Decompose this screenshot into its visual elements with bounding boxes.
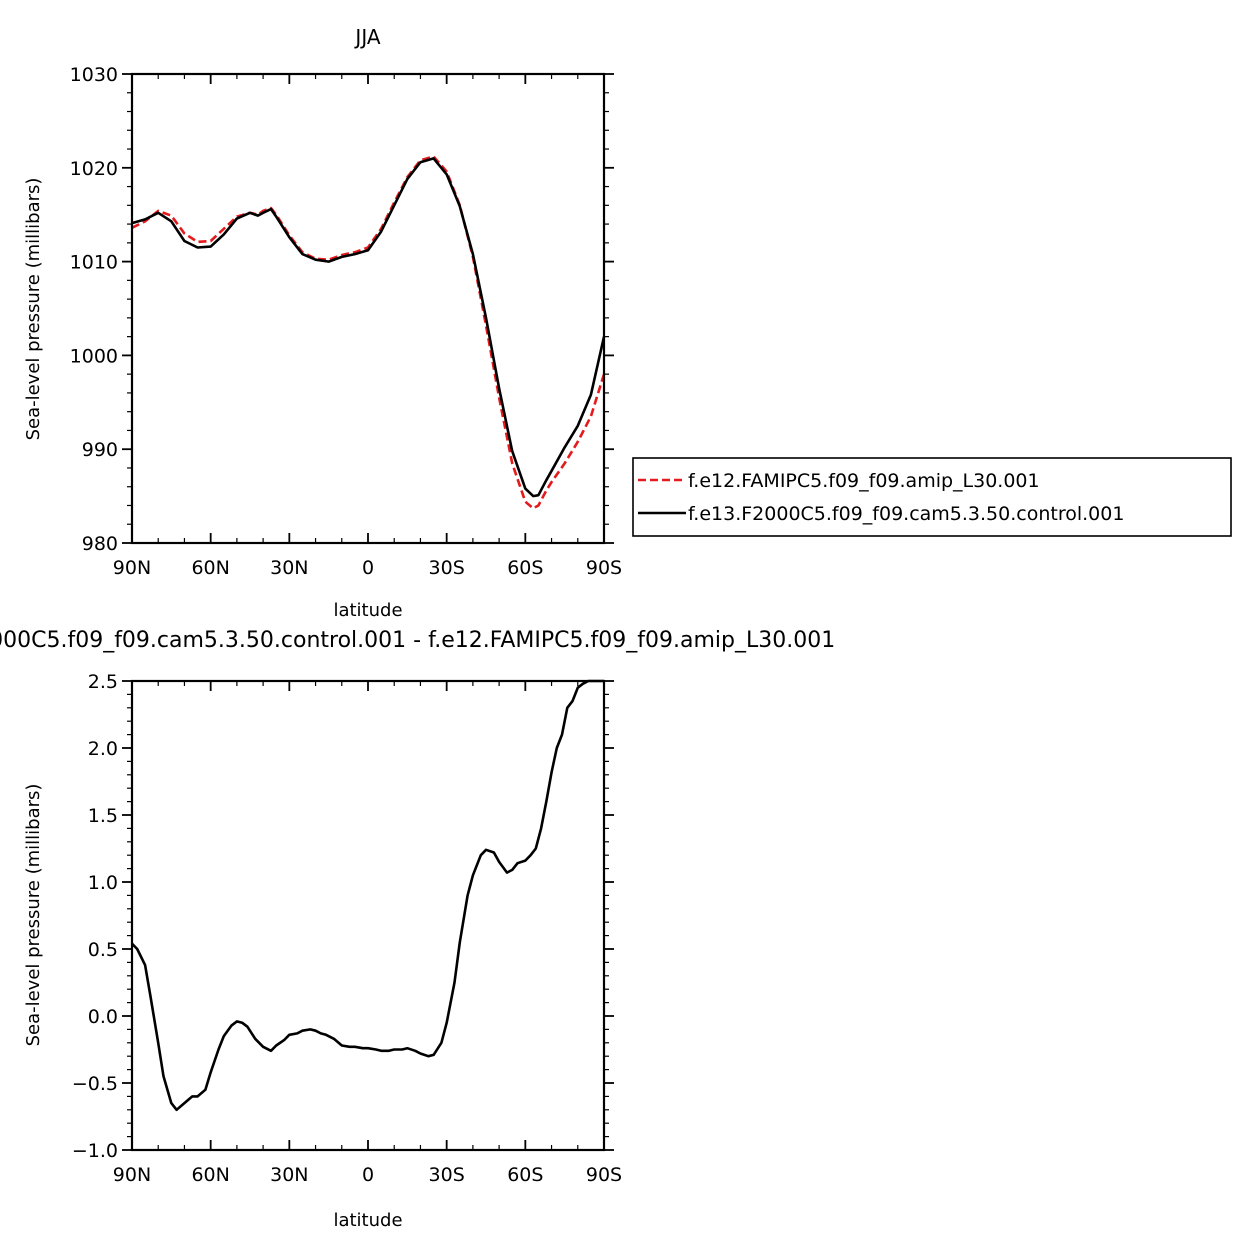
- top-x-tick-label: 60N: [191, 557, 229, 579]
- top-series-line-1: [131, 157, 606, 498]
- top-x-tick-label: 90S: [586, 557, 622, 579]
- top-x-tick-label: 90N: [113, 557, 151, 579]
- top-x-tick-label: 30S: [429, 557, 465, 579]
- bottom-plot-area: 90N 60N 30N 0 30S 60S 90S −1.0 −0.5 0.0 0.5 1.0 1.5 2…: [72, 671, 622, 1186]
- bottom-y-tick-label: 0.5: [88, 939, 118, 961]
- legend: f.e12.FAMIPC5.f09_f09.amip_L30.001 f.e13…: [632, 457, 1232, 537]
- bottom-x-tick-label: 30N: [270, 1164, 308, 1186]
- top-x-tick-label: 0: [362, 557, 374, 579]
- bottom-chart-title: f.e13.F2000C5.f09_f09.cam5.3.50.control.…: [0, 628, 835, 653]
- bottom-x-tick-label: 90N: [113, 1164, 151, 1186]
- top-plot-area: 90N 60N 30N 0 30S 60S 90S 980 990 1000 1010 1020 103…: [70, 64, 622, 579]
- bottom-x-axis-label: latitude: [333, 1210, 402, 1231]
- top-plot-frame: [130, 72, 606, 545]
- bottom-x-tick-label: 60N: [191, 1164, 229, 1186]
- panel-bottom: f.e13.F2000C5.f09_f09.cam5.3.50.control.…: [0, 628, 835, 1231]
- bottom-y-tick-label: 1.0: [88, 872, 118, 894]
- top-chart-title: JJA: [353, 25, 380, 49]
- top-y-tick-label: 1000: [70, 345, 118, 367]
- bottom-y-tick-label: 2.5: [88, 671, 118, 693]
- top-x-axis-label: latitude: [333, 600, 402, 621]
- bottom-y-tick-label: 1.5: [88, 805, 118, 827]
- top-x-tick-label: 30N: [270, 557, 308, 579]
- bottom-x-tick-label: 30S: [429, 1164, 465, 1186]
- bottom-y-tick-label: 2.0: [88, 738, 118, 760]
- top-y-tick-label: 1030: [70, 64, 118, 86]
- top-series-line-0: [131, 155, 606, 510]
- panel-top: JJA Sea-level pressure (millibars) latit…: [23, 25, 1232, 621]
- bottom-y-tick-label: −0.5: [72, 1073, 118, 1095]
- bottom-x-tick-label: 60S: [507, 1164, 543, 1186]
- top-y-axis-label: Sea-level pressure (millibars): [23, 178, 44, 441]
- legend-label-control: f.e13.F2000C5.f09_f09.cam5.3.50.control.…: [688, 503, 1124, 525]
- top-y-tick-label: 1020: [70, 158, 118, 180]
- bottom-y-tick-label: −1.0: [72, 1140, 118, 1162]
- bottom-y-tick-label: 0.0: [88, 1006, 118, 1028]
- bottom-y-axis-label: Sea-level pressure (millibars): [23, 784, 44, 1047]
- legend-label-amip: f.e12.FAMIPC5.f09_f09.amip_L30.001: [688, 470, 1040, 492]
- bottom-plot-frame: [130, 679, 606, 1152]
- bottom-series-line-0: [131, 679, 604, 1112]
- top-y-tick-label: 1010: [70, 252, 118, 274]
- top-y-tick-label: 990: [82, 439, 118, 461]
- legend-box: [632, 457, 1232, 537]
- bottom-x-tick-label: 0: [362, 1164, 374, 1186]
- top-y-tick-label: 980: [82, 533, 118, 555]
- bottom-x-tick-label: 90S: [586, 1164, 622, 1186]
- top-x-tick-label: 60S: [507, 557, 543, 579]
